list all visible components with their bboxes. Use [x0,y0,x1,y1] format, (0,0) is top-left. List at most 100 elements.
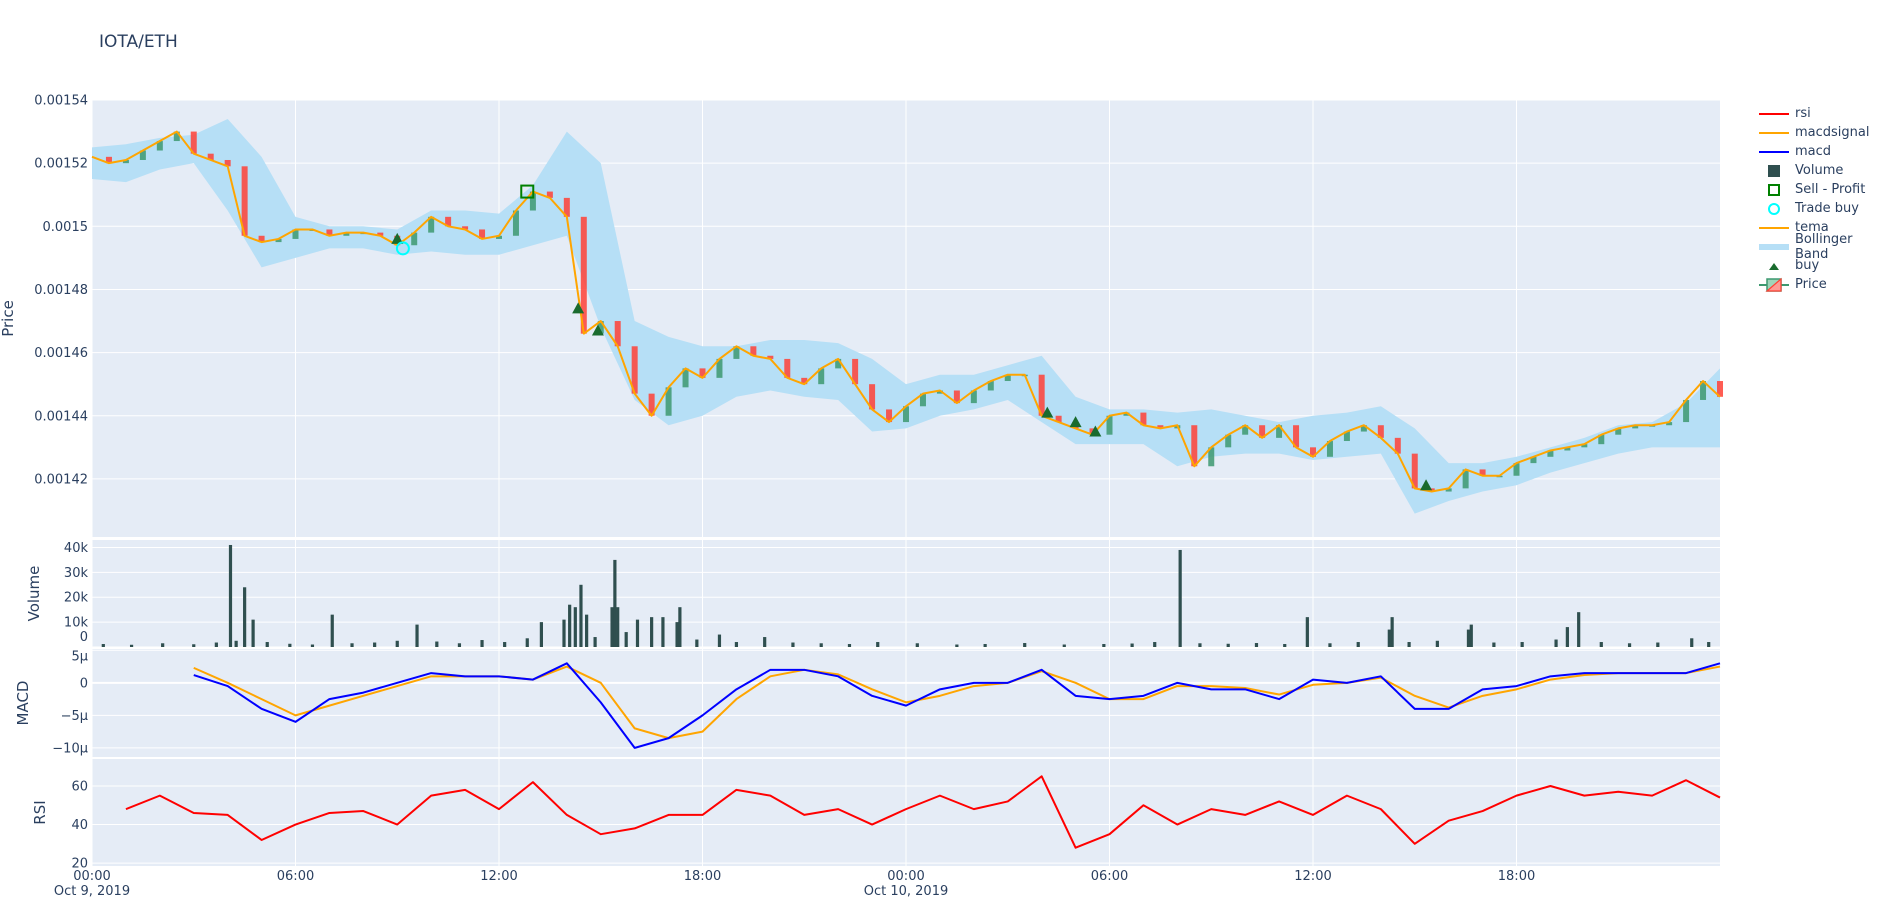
tema-line [91,130,1721,493]
volume-bar [717,634,722,647]
volume-bar [480,640,484,647]
volume-y-tick-label: 40k [64,541,89,556]
legend-item-macdsignal[interactable]: macdsignal [1755,123,1890,142]
volume-bar [265,642,269,647]
volume-bar [616,607,620,647]
price-axis-title: Price [0,300,17,337]
x-tick-label: 12:00 [480,869,517,884]
volume-bar [1656,642,1660,647]
candle [665,387,672,416]
candle [496,235,502,239]
buy-marker [1089,425,1102,437]
volume-bar [819,643,823,647]
legend-label: Bollinger Band [1794,231,1853,262]
candle [1547,450,1554,457]
volume-bar [161,643,165,647]
volume-bar [1565,627,1569,647]
candle [1513,463,1520,476]
legend-label: rsi [1795,106,1811,121]
rsi-y-tick-label: 20 [71,857,88,872]
volume-bar [350,643,354,647]
candle [1360,425,1367,432]
volume-bar [1577,612,1581,647]
candle [1683,399,1690,423]
volume-bar [1305,617,1309,647]
volume-bar [678,607,682,647]
legend-item-macd[interactable]: macd [1755,142,1890,161]
x-tick-label: 06:00 [1091,869,1128,884]
candle [479,229,486,239]
volume-bar [192,644,196,647]
triangle-up-icon [1769,262,1779,270]
candle [1530,456,1537,464]
rsi-line [125,775,1721,849]
candle [631,346,638,394]
candle [1666,422,1673,426]
macd-axis-title: MACD [14,681,32,726]
candle [614,321,621,347]
candle [1310,447,1316,457]
volume-bar [395,640,399,647]
candle [716,358,723,378]
candle [1598,434,1605,445]
legend-item-price[interactable]: Price [1755,275,1890,294]
candle [1632,425,1639,429]
legend: rsi macdsignal macd Volume Sell - Profit Trad… [1755,104,1890,294]
candle [1564,447,1571,451]
square-open-icon [1768,183,1780,196]
volume-bar [650,617,654,647]
legend-item-tema[interactable]: tema [1755,218,1890,237]
candle [1140,412,1147,426]
candle [445,216,452,227]
line-icon [1759,112,1789,115]
candle [1411,453,1418,489]
trade-buy-marker [395,241,410,256]
candle [546,191,553,198]
legend-item-volume[interactable]: Volume [1755,161,1890,180]
volume-bar [593,637,597,647]
price-y-tick-label: 0.0015 [43,220,89,235]
legend-label: macd [1795,144,1832,159]
buy-marker [591,324,604,336]
rsi-y-tick-label: 40 [71,818,88,833]
candle [852,358,859,385]
candle [987,381,994,391]
chart-title: IOTA/ETH [99,32,178,52]
volume-bar [539,622,543,647]
candle [529,191,536,211]
candle [1326,441,1333,457]
candle [1276,425,1283,438]
volume-bar [585,614,589,647]
legend-item-sell-profit[interactable]: Sell - Profit [1755,180,1890,199]
volume-bar [579,584,583,647]
rsi-axis-title: RSI [31,800,49,824]
candle [1394,437,1401,454]
candle [936,390,943,394]
legend-item-buy[interactable]: buy [1755,256,1890,275]
legend-item-bollinger-band[interactable]: Bollinger Band [1755,232,1890,262]
volume-y-tick-label: 10k [64,616,89,631]
volume-bar [1554,639,1558,647]
volume-bar [568,604,572,647]
legend-item-rsi[interactable]: rsi [1755,104,1890,123]
volume-bar [228,544,233,647]
candle [1157,425,1164,429]
buy-marker [572,302,585,314]
volume-bar [734,642,739,647]
candle [784,358,791,378]
volume-bar [1466,629,1471,647]
candle [343,232,350,236]
volume-bar [435,641,439,647]
candle [1208,447,1215,467]
candle [1004,374,1011,382]
volume-bar [613,559,617,647]
price-y-tick-label: 0.00142 [34,472,88,487]
candle [869,384,876,410]
candle [1259,425,1266,438]
square-filled-icon [1768,164,1780,177]
candle [1581,444,1588,448]
x-tick-label: 18:00 [1498,869,1535,884]
volume-bar [1492,642,1496,647]
buy-marker [1069,416,1082,428]
legend-item-trade-buy[interactable]: Trade buy [1755,199,1890,218]
